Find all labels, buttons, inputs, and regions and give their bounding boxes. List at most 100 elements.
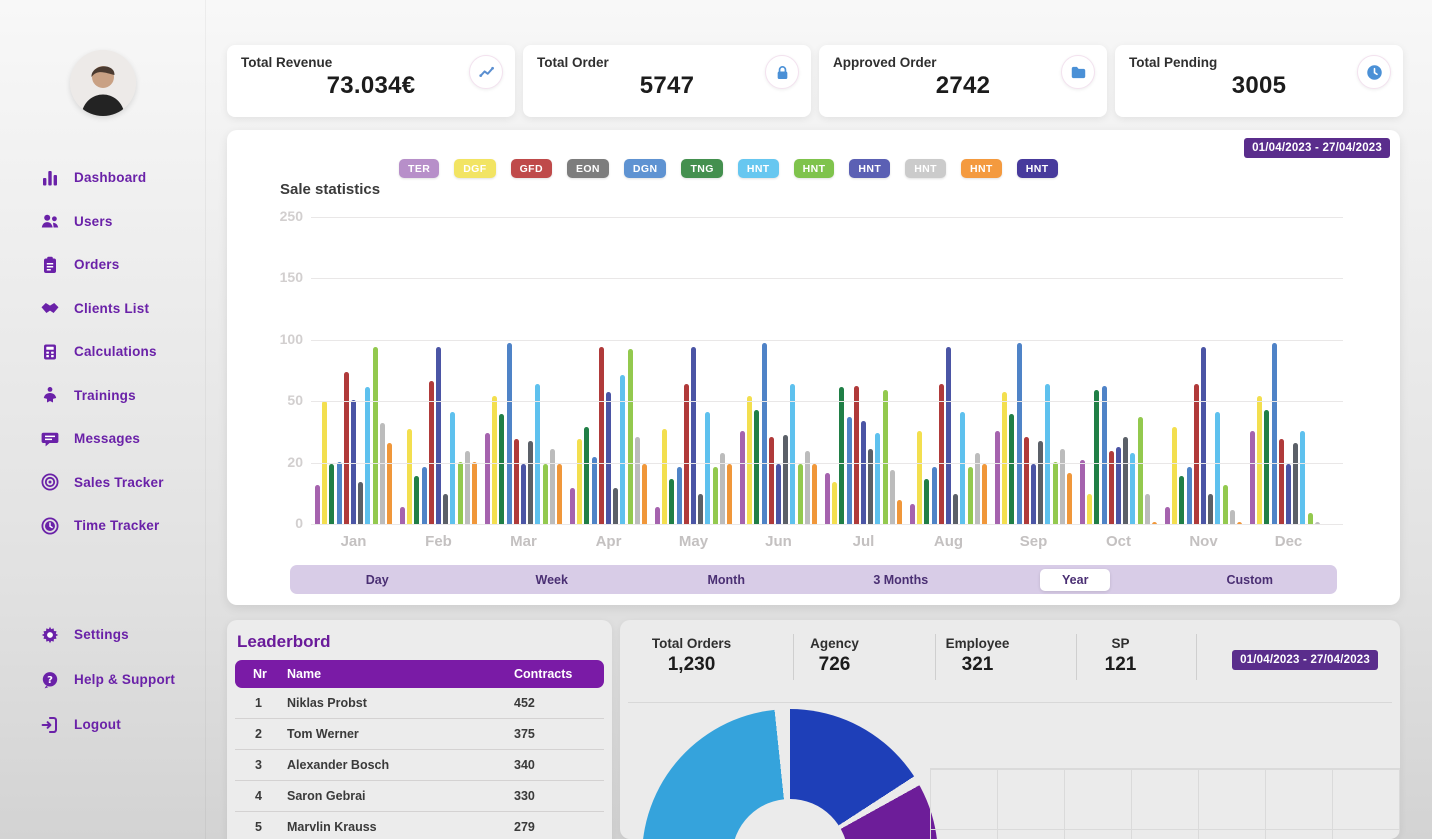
x-axis-label: Dec xyxy=(1274,533,1303,550)
legend-badge-dgn[interactable]: DGN xyxy=(623,159,667,178)
bar xyxy=(683,383,689,525)
bar-chart-plot: 0 20 50 100 150 250 xyxy=(280,208,1343,531)
tab-custom[interactable]: Custom xyxy=(1163,565,1338,594)
sidebar-item-logout[interactable]: Logout xyxy=(0,702,205,747)
legend-badge-hnt[interactable]: HNT xyxy=(737,159,779,178)
legend-badge-hnt[interactable]: HNT xyxy=(960,159,1002,178)
legend-badge-tng[interactable]: TNG xyxy=(681,159,723,178)
legend-badge-eon[interactable]: EON xyxy=(566,159,609,178)
bar xyxy=(443,494,449,525)
sidebar-item-dashboard[interactable]: Dashboard xyxy=(0,156,205,200)
bar xyxy=(613,488,619,525)
bar xyxy=(464,451,470,525)
tab-week[interactable]: Week xyxy=(465,565,640,594)
trend-line-icon xyxy=(469,55,503,89)
bar xyxy=(1108,451,1114,525)
column-header-name: Name xyxy=(287,667,322,681)
y-tick-label: 20 xyxy=(287,453,303,470)
summary-cards: Total Revenue 73.034€ Total Order 5747 A… xyxy=(227,45,1403,117)
bar xyxy=(1123,437,1129,525)
bar xyxy=(747,396,753,525)
legend-badge-hnt[interactable]: HNT xyxy=(1016,159,1058,178)
chart-date-range-badge[interactable]: 01/04/2023 - 27/04/2023 xyxy=(1244,138,1390,158)
sidebar-item-users[interactable]: Users xyxy=(0,200,205,244)
sidebar-item-label: Orders xyxy=(74,257,120,273)
divider xyxy=(1196,634,1197,680)
bar xyxy=(1250,430,1255,525)
bar xyxy=(428,381,434,525)
bar xyxy=(1236,521,1242,525)
bar xyxy=(1059,449,1065,525)
stat-employee: Employee 321 xyxy=(906,636,1049,676)
sidebar-item-clients-list[interactable]: Clients List xyxy=(0,287,205,331)
bar-group-sep xyxy=(995,218,1072,525)
stat-value: 321 xyxy=(961,654,994,675)
bar xyxy=(945,346,951,525)
empty-chart-grid xyxy=(930,768,1400,839)
sidebar-item-label: Help & Support xyxy=(74,672,176,687)
bar xyxy=(790,383,796,525)
tab-3-months[interactable]: 3 Months xyxy=(814,565,989,594)
sidebar-item-calculations[interactable]: Calculations xyxy=(0,330,205,374)
bar xyxy=(853,386,859,525)
gridline: 150 xyxy=(280,269,1343,285)
legend-badge-ter[interactable]: TER xyxy=(399,159,440,178)
sidebar-nav: Dashboard Users Orders Clients List Calculat… xyxy=(0,156,205,548)
bar xyxy=(995,430,1000,525)
table-cell: 2 xyxy=(235,718,287,750)
table-row: 4 Saron Gebrai 330 xyxy=(235,780,604,812)
legend-badge-hnt[interactable]: HNT xyxy=(905,159,946,178)
bar-group-jul xyxy=(825,218,902,525)
tab-day[interactable]: Day xyxy=(290,565,465,594)
panel-date-range-badge[interactable]: 01/04/2023 - 27/04/2023 xyxy=(1232,650,1378,670)
stat-sp: SP 121 xyxy=(1049,636,1192,676)
bar xyxy=(882,389,888,525)
avatar[interactable] xyxy=(70,50,136,116)
bar-group-dec xyxy=(1250,218,1327,525)
table-cell: Saron Gebrai xyxy=(287,780,514,812)
sidebar-item-trainings[interactable]: Trainings xyxy=(0,374,205,418)
sidebar-item-time-tracker[interactable]: Time Tracker xyxy=(0,504,205,548)
sidebar-item-label: Calculations xyxy=(74,344,157,360)
sidebar-footer-nav: Settings? Help & Support Logout xyxy=(0,612,205,747)
bar xyxy=(1094,389,1100,525)
sidebar-item-messages[interactable]: Messages xyxy=(0,417,205,461)
approved-order-card: Approved Order 2742 xyxy=(819,45,1107,117)
bar xyxy=(358,482,364,525)
legend-badge-dgf[interactable]: DGF xyxy=(454,159,496,178)
sidebar-item-label: Trainings xyxy=(74,387,136,403)
sidebar-item-help-support[interactable]: ? Help & Support xyxy=(0,657,205,702)
x-axis-label: Feb xyxy=(425,533,452,550)
column-header-nr: Nr xyxy=(253,667,267,681)
bar xyxy=(386,443,392,525)
sidebar-item-orders[interactable]: Orders xyxy=(0,243,205,287)
tab-month[interactable]: Month xyxy=(639,565,814,594)
tab-year[interactable]: Year xyxy=(988,565,1163,594)
bar xyxy=(1172,426,1178,525)
bar-group-mar xyxy=(485,218,562,525)
legend-badge-hnt[interactable]: HNT xyxy=(793,159,835,178)
sidebar-item-sales-tracker[interactable]: Sales Tracker xyxy=(0,461,205,505)
bar xyxy=(520,463,526,525)
legend-badge-hnt[interactable]: HNT xyxy=(849,159,891,178)
bar xyxy=(414,475,420,525)
bar xyxy=(974,453,980,525)
bar xyxy=(1009,414,1015,525)
bar xyxy=(775,463,781,525)
bar xyxy=(1229,509,1235,525)
bar-group-jan xyxy=(315,218,392,525)
x-axis-label: Nov xyxy=(1189,533,1218,550)
stat-label: Employee xyxy=(945,636,1010,651)
bar xyxy=(421,466,427,525)
gridline: 100 xyxy=(280,331,1343,347)
bar xyxy=(528,441,534,525)
sidebar-item-settings[interactable]: Settings xyxy=(0,612,205,657)
sidebar-item-label: Dashboard xyxy=(74,170,147,186)
bar xyxy=(365,387,371,525)
bar xyxy=(627,349,633,525)
bar xyxy=(669,478,675,525)
bar xyxy=(690,346,696,525)
bar xyxy=(1130,453,1136,525)
legend-badge-gfd[interactable]: GFD xyxy=(510,159,552,178)
bar-group-oct xyxy=(1080,218,1157,525)
